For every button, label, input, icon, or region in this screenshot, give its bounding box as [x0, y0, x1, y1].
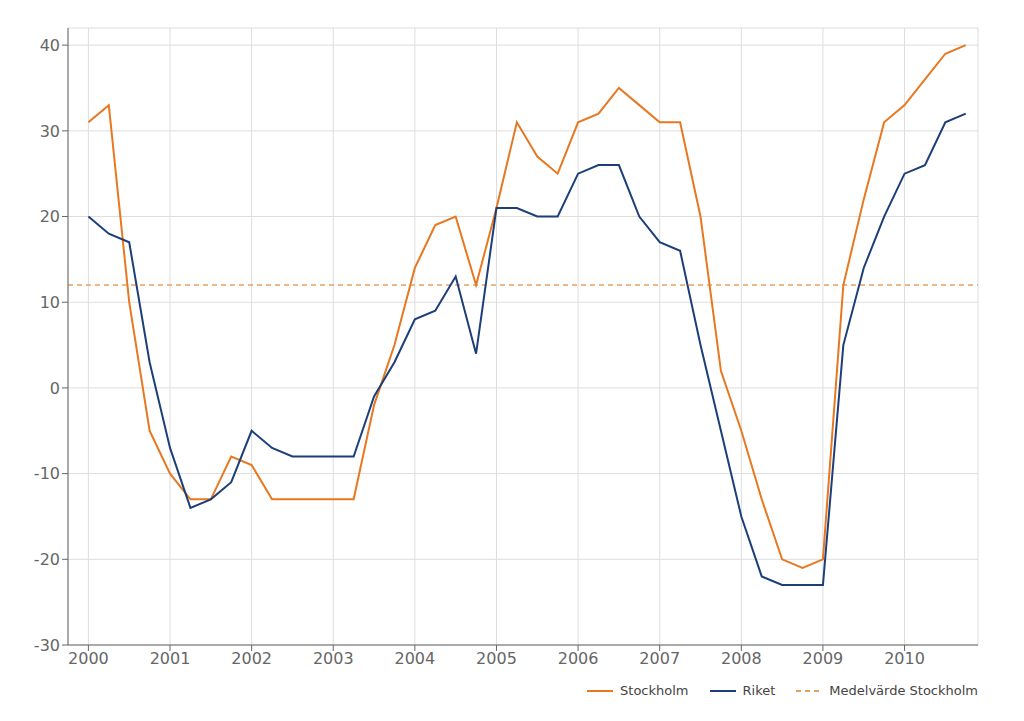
svg-text:2003: 2003 [313, 649, 354, 668]
svg-text:2007: 2007 [639, 649, 680, 668]
svg-text:2008: 2008 [721, 649, 762, 668]
svg-text:0: 0 [50, 379, 60, 398]
svg-text:2002: 2002 [231, 649, 272, 668]
html-text:Stockholm: Stockholm [620, 683, 689, 698]
html-text:Riket: Riket [742, 683, 776, 698]
svg-text:2009: 2009 [803, 649, 844, 668]
svg-text:-20: -20 [34, 550, 60, 569]
svg-text:2001: 2001 [150, 649, 191, 668]
svg-text:30: 30 [40, 122, 60, 141]
svg-text:2006: 2006 [558, 649, 599, 668]
svg-text:-30: -30 [34, 636, 60, 655]
svg-text:-10: -10 [34, 464, 60, 483]
svg-text:20: 20 [40, 207, 60, 226]
svg-text:2004: 2004 [395, 649, 436, 668]
svg-text:2005: 2005 [476, 649, 517, 668]
svg-text:2000: 2000 [68, 649, 109, 668]
svg-text:10: 10 [40, 293, 60, 312]
html-text:Medelvärde Stockholm: Medelvärde Stockholm [829, 683, 978, 698]
svg-text:2010: 2010 [884, 649, 925, 668]
svg-text:40: 40 [40, 36, 60, 55]
